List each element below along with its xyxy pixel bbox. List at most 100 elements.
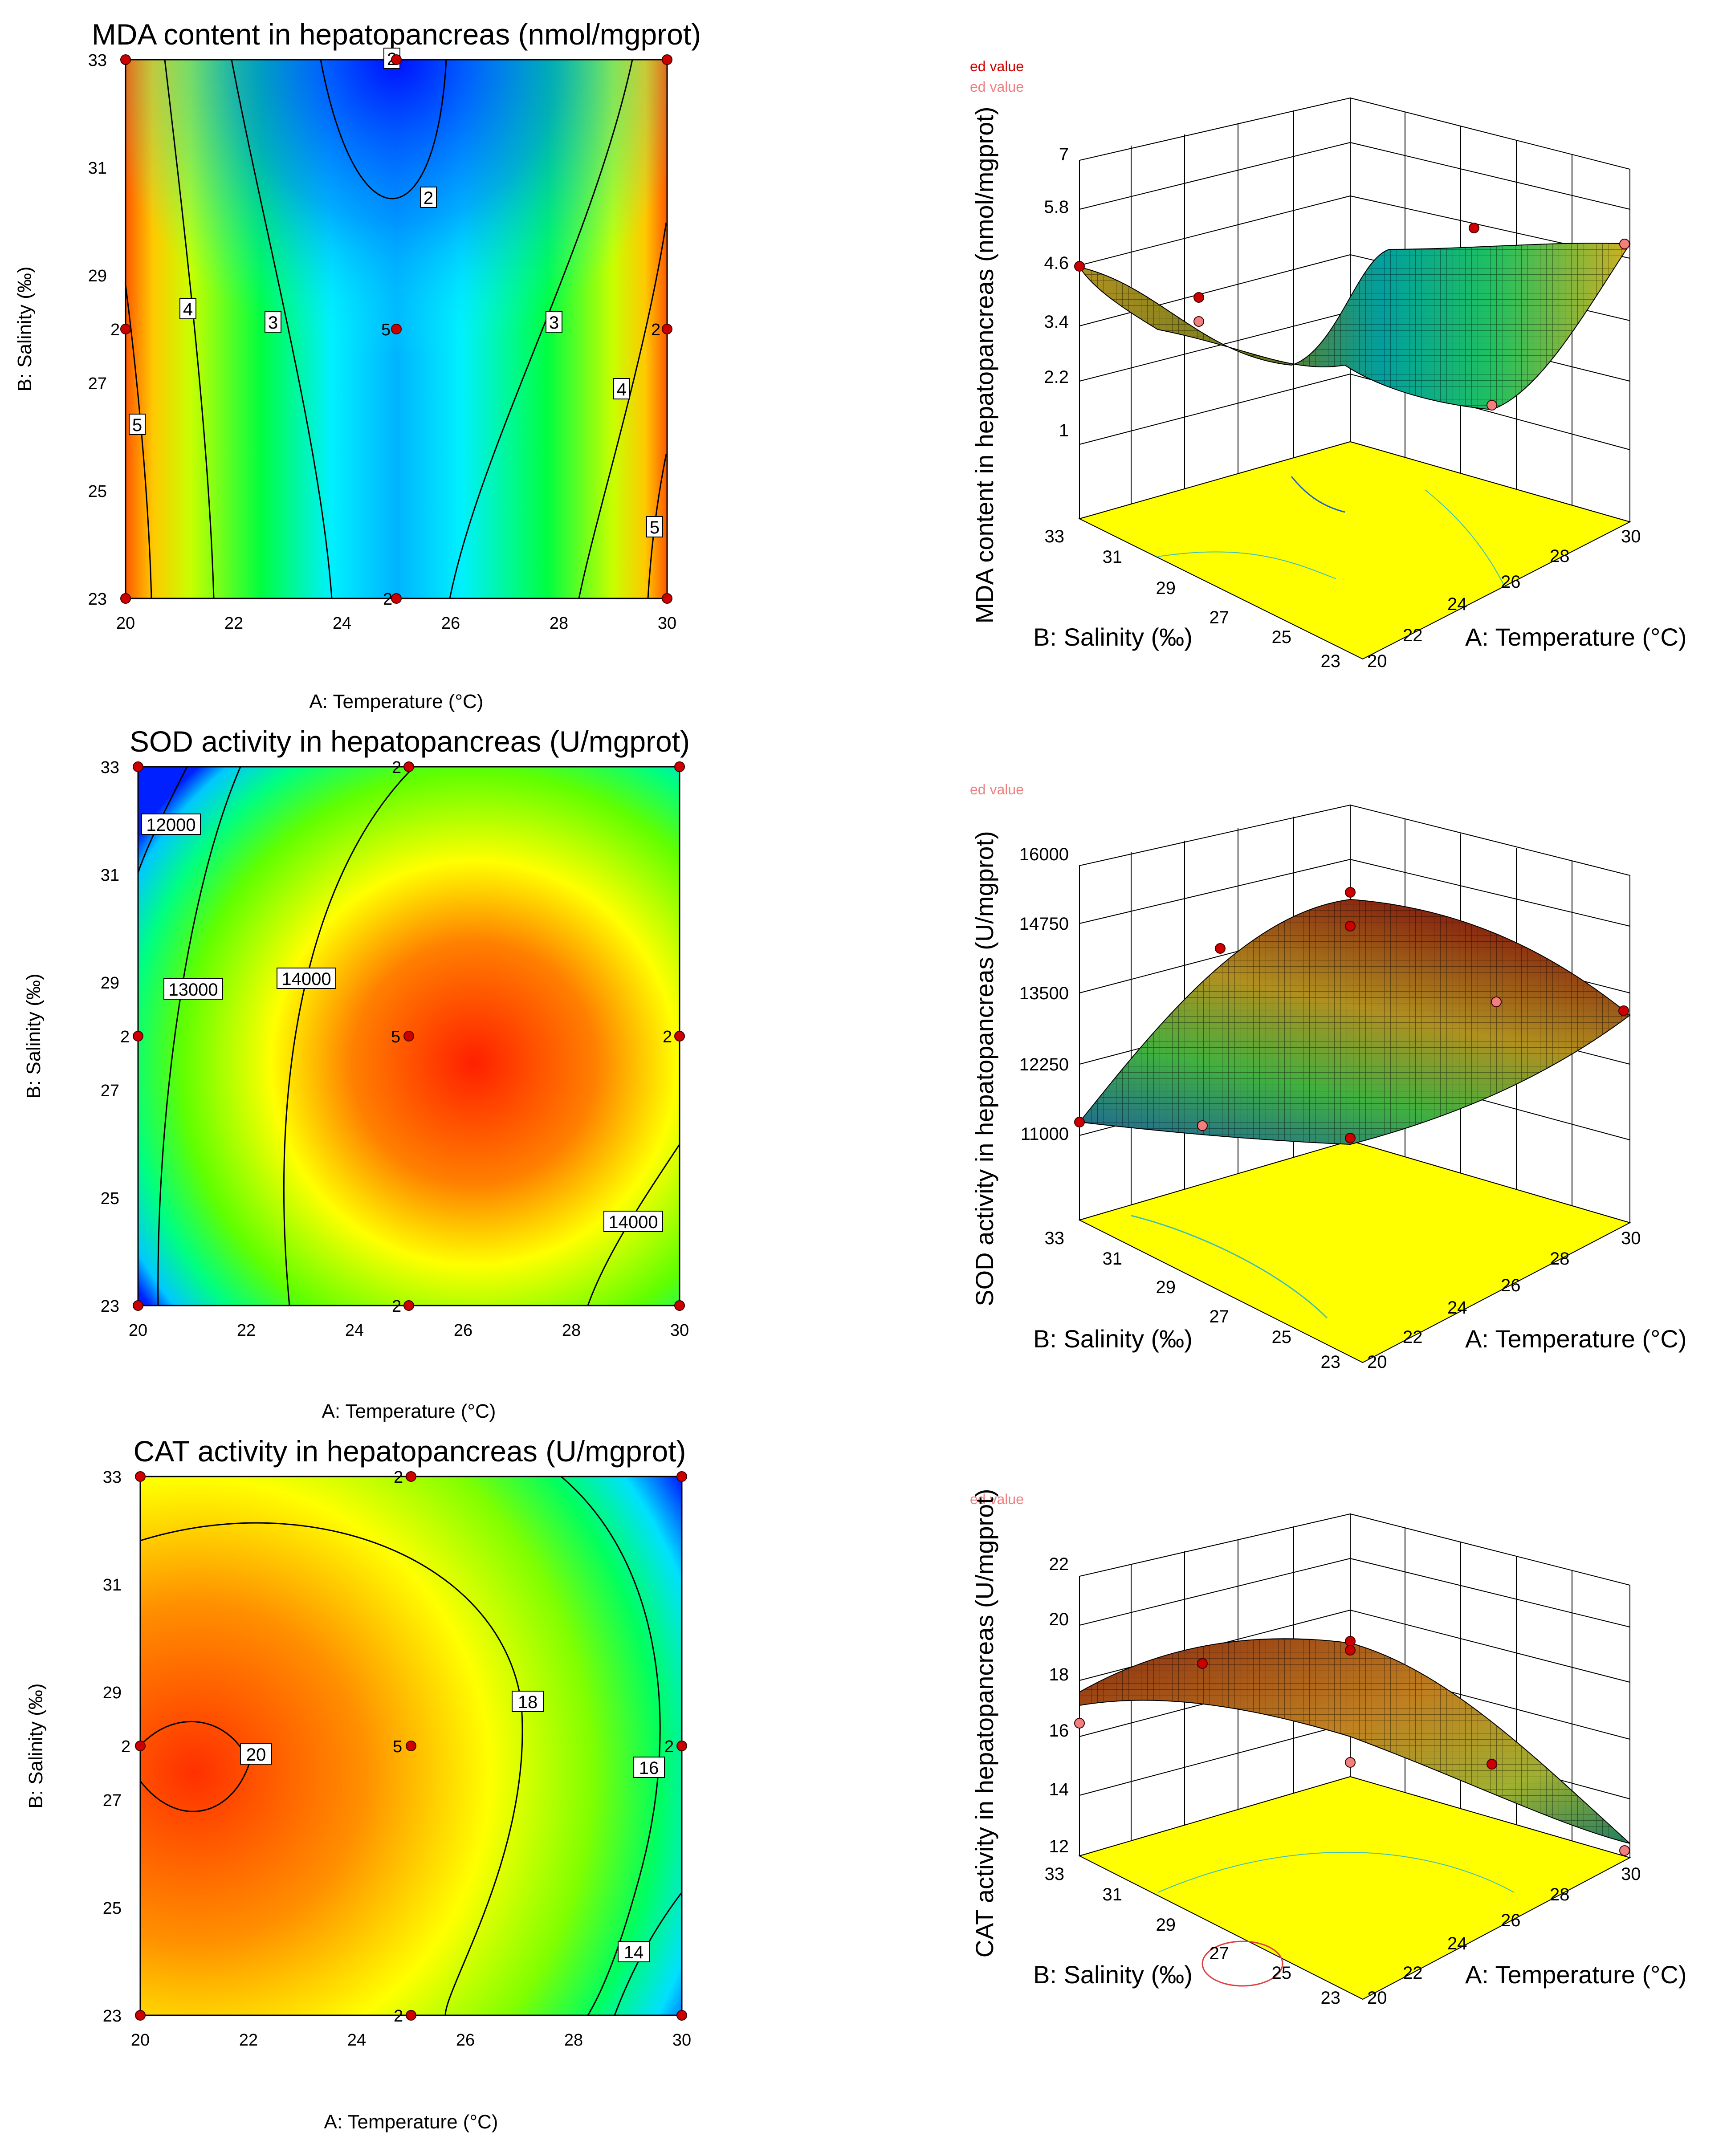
cat-contour-label: 16 [633, 1757, 665, 1778]
sod-contour-label: 14000 [603, 1211, 663, 1232]
svg-text:12000: 12000 [146, 815, 195, 835]
svg-text:3.4: 3.4 [1044, 312, 1069, 332]
svg-text:12: 12 [1049, 1837, 1069, 1856]
cat-design-point [406, 1741, 416, 1751]
svg-text:24: 24 [333, 614, 351, 633]
mda-surface-plot: ed value ed value [970, 58, 1687, 671]
mda-contour-line-3-left [231, 59, 333, 599]
svg-text:29: 29 [1156, 1277, 1176, 1297]
cat-surface-plot: ed value 12 14 16 18 [970, 1489, 1687, 2008]
sod-3d-design-point [1345, 1133, 1356, 1143]
cat-design-point [406, 1471, 416, 1482]
svg-text:25: 25 [1272, 1327, 1292, 1347]
cat-contour-label: 18 [512, 1691, 544, 1712]
cat-z-ticks: 12 14 16 18 20 22 [1049, 1554, 1069, 1856]
sod-z-ticks: 11000 12250 13500 14750 16000 [1019, 845, 1069, 1144]
mda-legend-design-below: ed value [970, 79, 1024, 95]
svg-text:27: 27 [1210, 608, 1230, 627]
mda-contour-line-5-left [125, 285, 152, 599]
svg-text:23: 23 [1321, 1988, 1341, 2008]
cat-contour-plot: CAT activity in hepatopancreas (U/mgprot… [25, 1435, 691, 2133]
svg-text:28: 28 [1550, 1249, 1570, 1269]
sod-design-point [674, 1300, 685, 1311]
sod-3d-salinity-ticks: 33 31 29 27 25 23 [1045, 1229, 1341, 1372]
svg-text:29: 29 [103, 1684, 122, 1702]
svg-text:31: 31 [103, 1576, 122, 1595]
svg-text:26: 26 [1501, 1911, 1521, 1930]
mda-point-count: 5 [381, 321, 391, 339]
sod-3d-z-label: SOD activity in hepatopancreas (U/mgprot… [970, 831, 998, 1306]
mda-y-axis-label: B: Salinity (‰) [14, 266, 36, 391]
mda-floor-contour [1157, 551, 1336, 579]
cat-contour-title: CAT activity in hepatopancreas (U/mgprot… [133, 1435, 686, 1468]
svg-text:27: 27 [103, 1791, 122, 1810]
svg-text:7: 7 [1059, 145, 1069, 164]
sod-3d-design-point [1345, 921, 1356, 932]
cat-design-point [406, 2010, 416, 2021]
cat-3d-salinity-ticks: 33 31 29 27 25 23 [1045, 1864, 1341, 2008]
sod-legend-design-below: ed value [970, 781, 1024, 797]
sod-contour-line-13000 [157, 766, 241, 1306]
svg-text:26: 26 [441, 614, 460, 633]
svg-text:26: 26 [1501, 572, 1521, 592]
svg-text:20: 20 [116, 614, 135, 633]
svg-text:16: 16 [1049, 1721, 1069, 1741]
svg-text:26: 26 [456, 2031, 475, 2050]
svg-text:24: 24 [345, 1321, 364, 1340]
mda-legend-design-above: ed value [970, 58, 1024, 74]
sod-design-point [674, 761, 685, 772]
sod-contour-label: 12000 [141, 814, 201, 835]
sod-design-point [133, 1300, 143, 1311]
mda-3d-salinity-label: B: Salinity (‰) [1033, 623, 1193, 651]
svg-text:20: 20 [1367, 651, 1387, 671]
svg-text:25: 25 [101, 1189, 119, 1208]
mda-contour-label: 5 [129, 414, 146, 435]
sod-design-point [133, 761, 143, 772]
sod-3d-salinity-label: B: Salinity (‰) [1033, 1325, 1193, 1353]
svg-text:28: 28 [1550, 546, 1570, 566]
cat-design-point [135, 1741, 146, 1751]
svg-text:27: 27 [1210, 1944, 1230, 1963]
sod-3d-design-point [1491, 997, 1502, 1007]
cat-3d-design-point [1345, 1636, 1356, 1647]
svg-text:4.6: 4.6 [1044, 253, 1069, 273]
mda-3d-z-label: MDA content in hepatopancreas (nmol/mgpr… [970, 106, 998, 623]
sod-3d-design-point [1215, 943, 1226, 954]
sod-contour-label: 13000 [163, 978, 223, 1000]
mda-floor-contour [1425, 489, 1506, 588]
cat-3d-temperature-ticks: 20 22 24 26 28 30 [1367, 1864, 1641, 2008]
mda-3d-design-point [1193, 292, 1204, 303]
cat-x-ticks: 20 22 24 26 28 30 [131, 2031, 691, 2050]
svg-text:22: 22 [1403, 626, 1423, 645]
svg-text:12250: 12250 [1019, 1055, 1069, 1074]
svg-text:30: 30 [672, 2031, 691, 2050]
svg-text:28: 28 [564, 2031, 583, 2050]
cat-3d-design-point [1487, 1759, 1497, 1770]
svg-text:22: 22 [237, 1321, 256, 1340]
mda-contour-line-4-left [164, 59, 215, 599]
cat-3d-floor [1078, 1776, 1631, 2000]
mda-y-ticks: 23 25 27 29 31 33 [88, 51, 107, 609]
svg-text:22: 22 [1403, 1327, 1423, 1347]
cat-design-point [135, 1471, 146, 1482]
cat-3d-z-label: CAT activity in hepatopancreas (U/mgprot… [970, 1489, 998, 1957]
svg-text:5: 5 [650, 518, 660, 537]
svg-text:23: 23 [101, 1297, 119, 1316]
sod-y-ticks: 23 25 27 29 31 33 [101, 758, 119, 1316]
cat-design-point [676, 2010, 687, 2021]
mda-floor-contour [1291, 476, 1345, 513]
svg-text:4: 4 [183, 300, 193, 319]
mda-x-axis-label: A: Temperature (°C) [310, 691, 484, 712]
sod-3d-design-point [1074, 1117, 1085, 1127]
sod-point-count: 2 [392, 1297, 401, 1316]
cat-3d-design-point [1345, 1645, 1356, 1656]
mda-contour-plot: MDA content in hepatopancreas (nmol/mgpr… [14, 18, 701, 712]
cat-point-count: 2 [394, 2007, 403, 2026]
sod-design-point [403, 1031, 414, 1041]
svg-text:4: 4 [617, 380, 627, 399]
cat-design-point [676, 1471, 687, 1482]
mda-x-ticks: 20 22 24 26 28 30 [116, 614, 676, 633]
mda-contour-line-2 [320, 59, 447, 199]
svg-text:14750: 14750 [1019, 914, 1069, 934]
svg-text:31: 31 [1103, 547, 1123, 567]
